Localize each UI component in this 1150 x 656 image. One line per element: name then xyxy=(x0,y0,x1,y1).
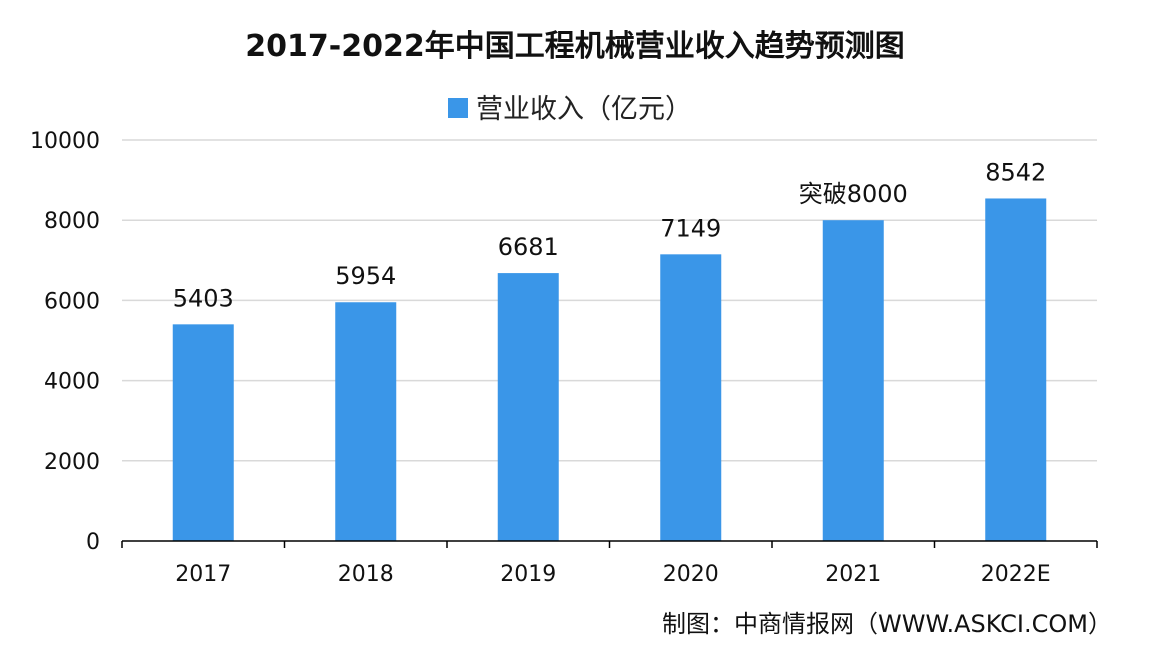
x-axis xyxy=(121,540,1098,548)
data-label: 7149 xyxy=(660,214,721,242)
source-credit: 制图：中商情报网（WWW.ASKCI.COM） xyxy=(662,610,1112,638)
x-tick-label: 2022E xyxy=(981,562,1051,587)
legend-label: 营业收入（亿元） xyxy=(476,94,692,125)
bar xyxy=(335,302,397,541)
data-label: 8542 xyxy=(985,158,1046,186)
y-tick-label: 0 xyxy=(86,530,100,555)
x-tick-label: 2019 xyxy=(500,562,556,587)
y-tick-label: 4000 xyxy=(44,370,100,395)
bar xyxy=(822,220,884,541)
x-axis-tick-labels: 2017 2018 2019 2020 2021 2022E xyxy=(175,562,1050,587)
x-tick-label: 2021 xyxy=(825,562,881,587)
bar xyxy=(172,324,234,541)
data-label: 5403 xyxy=(173,284,234,312)
data-labels: 5403 5954 6681 7149 突破8000 8542 xyxy=(173,158,1047,312)
bar xyxy=(660,254,722,541)
data-label: 6681 xyxy=(498,233,559,261)
y-tick-label: 10000 xyxy=(30,129,100,154)
gridlines xyxy=(122,139,1097,462)
chart-title: 2017-2022年中国工程机械营业收入趋势预测图 xyxy=(245,29,904,64)
y-tick-label: 2000 xyxy=(44,450,100,475)
bars xyxy=(172,198,1047,541)
x-tick-label: 2018 xyxy=(338,562,394,587)
y-axis-tick-labels: 0 2000 4000 6000 8000 10000 xyxy=(30,129,100,555)
x-tick-label: 2017 xyxy=(175,562,231,587)
y-tick-label: 8000 xyxy=(44,209,100,234)
bar xyxy=(985,198,1047,541)
legend: 营业收入（亿元） xyxy=(448,94,692,125)
legend-swatch xyxy=(448,98,468,118)
x-tick-label: 2020 xyxy=(663,562,719,587)
data-label: 突破8000 xyxy=(799,180,908,208)
bar xyxy=(497,273,559,541)
y-tick-label: 6000 xyxy=(44,289,100,314)
data-label: 5954 xyxy=(335,262,396,290)
